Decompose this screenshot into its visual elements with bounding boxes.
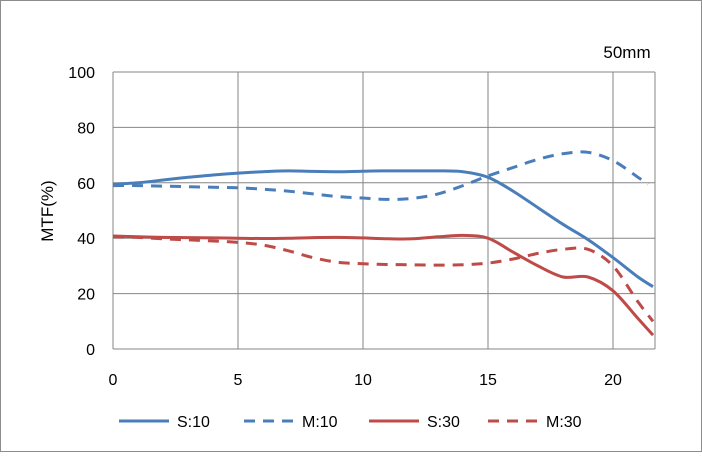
- grid-lines: [112, 71, 656, 350]
- y-tick-label: 20: [77, 287, 95, 304]
- x-axis-ticks: 0 5 10 15 20: [109, 372, 622, 389]
- y-axis-ticks: 0 20 40 60 80 100: [68, 65, 95, 359]
- legend-label: M:30: [546, 414, 582, 431]
- focal-length-label: 50mm: [603, 43, 650, 62]
- x-tick-label: 5: [234, 372, 243, 389]
- y-tick-label: 80: [77, 120, 95, 137]
- x-tick-label: 10: [354, 372, 372, 389]
- series-line-s-10: [112, 169, 654, 288]
- x-tick-label: 0: [109, 372, 118, 389]
- legend-label: S:30: [427, 414, 460, 431]
- series-line-m-30: [112, 235, 655, 323]
- y-tick-label: 40: [77, 231, 95, 248]
- y-tick-label: 0: [86, 342, 95, 359]
- legend-label: S:10: [177, 414, 210, 431]
- legend: S:10 M:10 S:30 M:30: [119, 414, 582, 431]
- plot-area: [112, 150, 655, 337]
- legend-label: M:10: [302, 414, 338, 431]
- y-axis-label: MTF(%): [38, 180, 57, 241]
- y-tick-label: 60: [77, 176, 95, 193]
- x-tick-label: 20: [604, 372, 622, 389]
- y-tick-label: 100: [68, 65, 95, 82]
- series-line-s-30: [112, 233, 655, 337]
- x-tick-label: 15: [479, 372, 497, 389]
- series-line-m-10: [112, 150, 649, 201]
